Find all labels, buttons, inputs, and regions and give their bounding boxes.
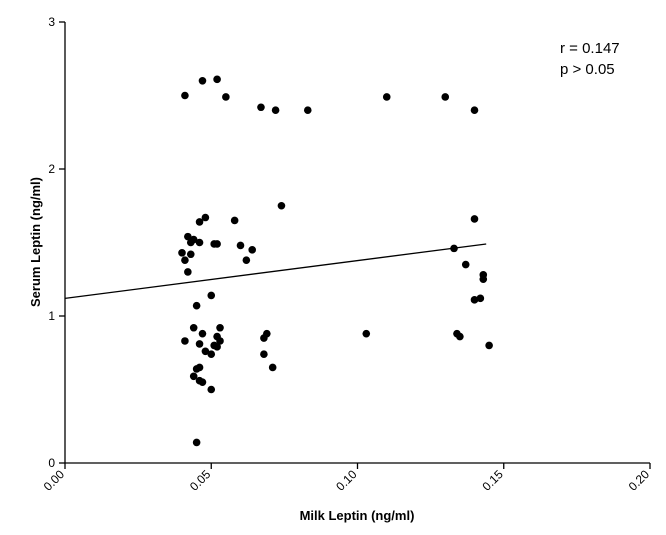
- data-point: [181, 256, 189, 264]
- x-tick-label: 0.10: [333, 467, 360, 494]
- data-point: [195, 238, 204, 247]
- data-point: [189, 323, 198, 332]
- data-point: [213, 240, 221, 248]
- y-tick-label: 1: [48, 309, 55, 323]
- data-point: [303, 106, 312, 114]
- data-point: [216, 337, 224, 345]
- data-point: [470, 106, 479, 114]
- data-point: [189, 235, 198, 244]
- ticks: 0 1 2 3 0.00 0.05 0.10 0.15 0.20: [41, 15, 653, 494]
- data-point: [189, 372, 198, 381]
- data-point: [362, 329, 371, 338]
- data-point: [192, 301, 201, 310]
- data-point: [450, 244, 458, 253]
- data-point: [230, 216, 239, 225]
- data-point: [184, 232, 192, 241]
- data-point: [271, 106, 280, 114]
- data-point: [242, 256, 251, 264]
- data-point: [456, 332, 464, 341]
- data-point: [263, 329, 271, 338]
- data-point: [382, 93, 391, 101]
- data-point: [236, 241, 245, 250]
- data-point: [222, 93, 230, 101]
- data-point: [213, 75, 221, 84]
- data-point: [213, 343, 221, 351]
- data-point: [470, 296, 479, 304]
- data-point: [479, 275, 488, 284]
- axes: [64, 22, 650, 464]
- data-point: [216, 323, 224, 332]
- data-point: [485, 341, 493, 350]
- data-point: [181, 91, 189, 100]
- data-point: [195, 363, 204, 372]
- data-point: [207, 291, 216, 300]
- data-point: [198, 77, 207, 85]
- data-point: [268, 363, 277, 372]
- data-point: [186, 250, 195, 259]
- data-point: [181, 337, 189, 345]
- y-tick-label: 3: [48, 15, 55, 29]
- data-point: [198, 378, 207, 386]
- p-value-annotation: p > 0.05: [560, 61, 615, 78]
- x-tick-label: 0.20: [626, 467, 653, 494]
- x-tick-label: 0.15: [479, 467, 506, 494]
- regression-line-group: [64, 243, 487, 300]
- data-points: [178, 75, 493, 447]
- x-tick-label: 0.05: [187, 467, 214, 494]
- y-tick-label: 0: [48, 456, 55, 470]
- data-point: [277, 201, 286, 210]
- data-point: [207, 350, 216, 359]
- data-point: [198, 329, 207, 338]
- y-axis-title: Serum Leptin (ng/ml): [28, 177, 43, 307]
- data-point: [201, 347, 210, 356]
- x-tick-label: 0.00: [41, 467, 68, 494]
- correlation-annotation: r = 0.147: [560, 40, 620, 57]
- data-point: [260, 350, 268, 359]
- data-point: [195, 340, 204, 348]
- data-point: [184, 268, 192, 276]
- data-point: [201, 213, 210, 222]
- x-axis-title: Milk Leptin (ng/ml): [300, 508, 415, 523]
- data-point: [441, 93, 450, 101]
- data-point: [257, 103, 265, 112]
- regression-line: [64, 243, 487, 300]
- y-tick-label: 2: [48, 162, 55, 176]
- data-point: [207, 385, 216, 394]
- data-point: [192, 438, 201, 447]
- data-point: [195, 218, 204, 226]
- data-point: [470, 215, 479, 223]
- data-point: [178, 248, 186, 257]
- data-point: [248, 246, 256, 254]
- data-point: [461, 260, 470, 269]
- data-point: [476, 294, 485, 303]
